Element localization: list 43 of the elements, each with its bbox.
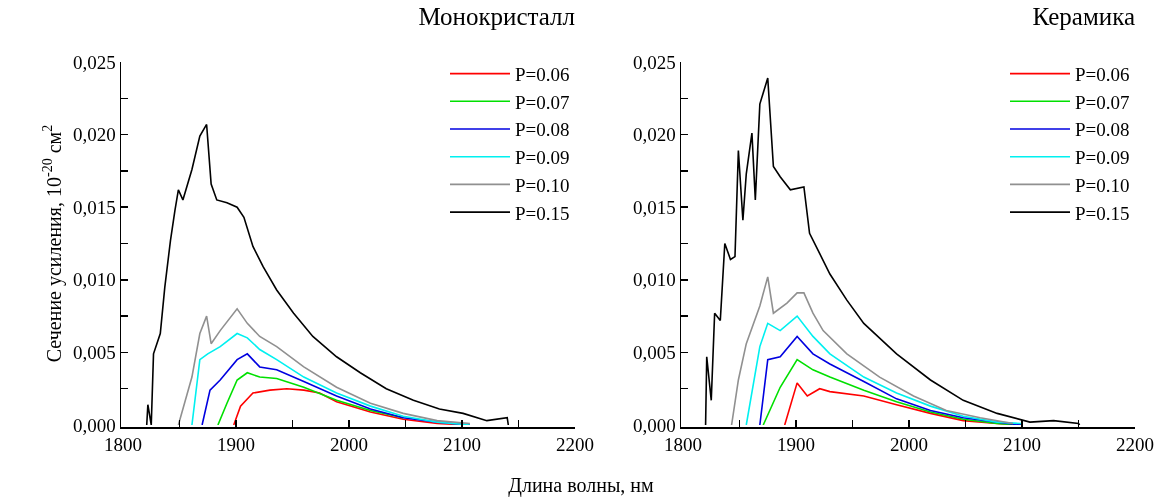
y-tick-label: 0,015 bbox=[72, 196, 116, 218]
legend-label: P=0.15 bbox=[1075, 202, 1130, 224]
legend-label: P=0.06 bbox=[515, 64, 570, 85]
legend-label: P=0.08 bbox=[515, 119, 570, 141]
legend-label: P=0.06 bbox=[1075, 64, 1130, 85]
x-tick-label: 2100 bbox=[443, 434, 481, 456]
line-series bbox=[745, 315, 1022, 425]
y-tick-label: 0,025 bbox=[632, 51, 676, 73]
y-tick-label: 0,000 bbox=[632, 414, 676, 436]
y-tick-label: 0,000 bbox=[72, 414, 116, 436]
legend-label: P=0.10 bbox=[1075, 174, 1130, 196]
x-tick-label: 1800 bbox=[104, 434, 142, 456]
legend-label: P=0.07 bbox=[515, 91, 570, 113]
x-tick-label: 1900 bbox=[217, 434, 255, 456]
y-tick-label: 0,010 bbox=[72, 269, 116, 291]
line-series bbox=[145, 123, 510, 425]
line-series bbox=[177, 308, 471, 425]
legend-label: P=0.10 bbox=[515, 174, 570, 196]
chart-title: Монокристалл bbox=[418, 3, 575, 31]
x-tick-label: 2000 bbox=[330, 434, 368, 456]
line-series bbox=[191, 332, 471, 425]
y-tick-label: 0,010 bbox=[632, 269, 676, 291]
y-tick-label: 0,025 bbox=[72, 51, 116, 73]
line-series bbox=[730, 276, 1014, 425]
x-tick-label: 2200 bbox=[1116, 434, 1154, 456]
y-tick-label: 0,005 bbox=[632, 342, 676, 364]
x-tick-label: 1900 bbox=[777, 434, 815, 456]
legend-label: P=0.15 bbox=[515, 202, 570, 224]
line-series bbox=[759, 335, 1022, 425]
x-tick-label: 2100 bbox=[1003, 434, 1041, 456]
x-tick-label: 1800 bbox=[664, 434, 702, 456]
legend-label: P=0.07 bbox=[1075, 91, 1130, 113]
legend-label: P=0.09 bbox=[1075, 147, 1130, 169]
x-axis-title: Длина волны, нм bbox=[507, 474, 655, 497]
y-tick-label: 0,020 bbox=[632, 124, 676, 146]
x-tick-label: 2000 bbox=[890, 434, 928, 456]
x-tick-label: 2200 bbox=[556, 434, 594, 456]
legend-label: P=0.08 bbox=[1075, 119, 1130, 141]
y-tick-label: 0,005 bbox=[72, 342, 116, 364]
chart-title: Керамика bbox=[1032, 3, 1135, 31]
y-tick-label: 0,020 bbox=[72, 124, 116, 146]
y-tick-label: 0,015 bbox=[632, 196, 676, 218]
legend-label: P=0.09 bbox=[515, 147, 570, 169]
